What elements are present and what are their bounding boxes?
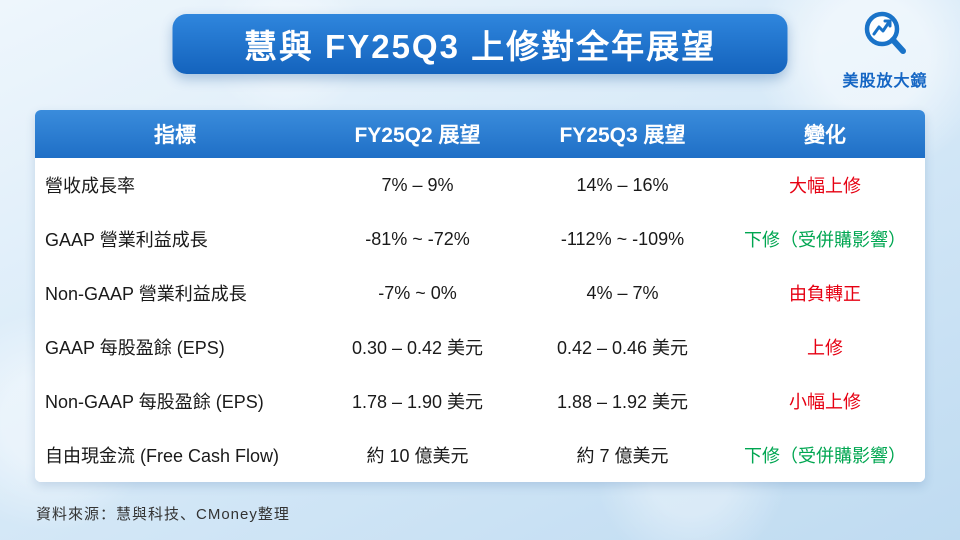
q2-value: 0.30 – 0.42 美元 [351, 338, 484, 358]
change-label: 下修（受併購影響） [744, 446, 906, 466]
table-row: Non-GAAP 每股盈餘 (EPS) 1.78 – 1.90 美元 1.88 … [35, 374, 925, 428]
metric-label: 自由現金流 (Free Cash Flow) [45, 446, 280, 466]
q3-value: 14% – 16% [576, 174, 669, 195]
metric-label: GAAP 每股盈餘 (EPS) [45, 338, 225, 358]
change-label: 大幅上修 [789, 176, 861, 196]
table-row: GAAP 營業利益成長 -81% ~ -72% -112% ~ -109% 下修… [35, 212, 925, 266]
q2-value: -81% ~ -72% [365, 228, 470, 249]
magnifier-chart-icon [856, 11, 914, 64]
page-title: 慧與 FY25Q3 上修對全年展望 [172, 14, 788, 74]
table-row: 自由現金流 (Free Cash Flow) 約 10 億美元 約 7 億美元 … [35, 428, 925, 482]
column-header-metric: 指標 [154, 124, 196, 147]
q3-value: 0.42 – 0.46 美元 [556, 338, 689, 358]
q2-value: -7% ~ 0% [378, 282, 457, 303]
outlook-table: 指標 FY25Q2 展望 FY25Q3 展望 變化 營收成長率 7% – 9% … [35, 110, 925, 482]
q3-value: 約 7 億美元 [576, 446, 669, 466]
column-header-change: 變化 [804, 124, 846, 147]
metric-label: GAAP 營業利益成長 [45, 230, 208, 250]
q3-value: -112% ~ -109% [560, 228, 685, 249]
table-row: GAAP 每股盈餘 (EPS) 0.30 – 0.42 美元 0.42 – 0.… [35, 320, 925, 374]
q3-value: 1.88 – 1.92 美元 [556, 392, 689, 412]
brand-logo: 美股放大鏡 [826, 8, 944, 91]
metric-label: Non-GAAP 營業利益成長 [45, 284, 247, 304]
source-note: 資料來源：慧與科技、CMoney整理 [36, 506, 290, 523]
change-label: 下修（受併購影響） [744, 230, 906, 250]
column-header-q3-outlook: FY25Q3 展望 [559, 124, 686, 147]
change-label: 由負轉正 [789, 284, 861, 304]
metric-label: Non-GAAP 每股盈餘 (EPS) [45, 392, 264, 412]
q2-value: 1.78 – 1.90 美元 [351, 392, 484, 412]
table-row: Non-GAAP 營業利益成長 -7% ~ 0% 4% – 7% 由負轉正 [35, 266, 925, 320]
brand-name: 美股放大鏡 [842, 73, 928, 90]
change-label: 小幅上修 [789, 392, 861, 412]
metric-label: 營收成長率 [45, 176, 135, 196]
table-header-row: 指標 FY25Q2 展望 FY25Q3 展望 變化 [35, 110, 925, 158]
table-row: 營收成長率 7% – 9% 14% – 16% 大幅上修 [35, 158, 925, 212]
column-header-q2-outlook: FY25Q2 展望 [354, 124, 481, 147]
change-label: 上修 [807, 338, 843, 358]
q2-value: 約 10 億美元 [366, 446, 469, 466]
q3-value: 4% – 7% [586, 282, 659, 303]
page-title-text: 慧與 FY25Q3 上修對全年展望 [243, 28, 717, 65]
q2-value: 7% – 9% [381, 174, 454, 195]
